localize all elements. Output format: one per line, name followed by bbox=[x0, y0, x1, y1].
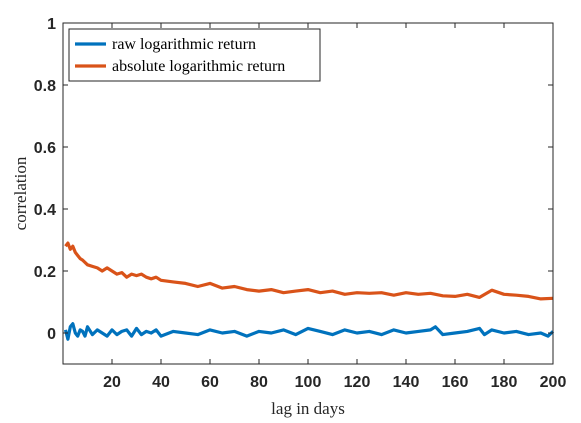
x-tick-label: 100 bbox=[295, 374, 322, 391]
y-tick-label: 0.6 bbox=[34, 140, 56, 157]
x-tick-label: 180 bbox=[491, 374, 518, 391]
series-line-1 bbox=[63, 322, 555, 341]
x-axis-label: lag in days bbox=[271, 399, 345, 418]
series-line-2 bbox=[64, 241, 554, 301]
y-tick-label: 0.2 bbox=[34, 264, 56, 281]
y-axis-label: correlation bbox=[11, 156, 30, 230]
x-tick-label: 60 bbox=[201, 374, 219, 391]
x-tick-label: 80 bbox=[250, 374, 268, 391]
legend-label-1: raw logarithmic return bbox=[112, 36, 256, 53]
y-tick-label: 0.8 bbox=[34, 78, 56, 95]
legend: raw logarithmic return absolute logarithm… bbox=[68, 28, 321, 82]
x-tick-label: 40 bbox=[152, 374, 170, 391]
x-tick-label: 200 bbox=[540, 374, 567, 391]
y-tick-label: 1 bbox=[47, 16, 56, 33]
axes-layer: 20 40 60 80 100 120 140 160 180 200 0 0.2 0.4 0.6 0.8 1 bbox=[34, 16, 567, 391]
legend-label-2: absolute logarithmic return bbox=[112, 58, 285, 75]
y-tick-label: 0.4 bbox=[34, 202, 56, 219]
x-tick-label: 20 bbox=[103, 374, 121, 391]
x-tick-label: 140 bbox=[393, 374, 420, 391]
x-tick-label: 160 bbox=[442, 374, 469, 391]
legend-box bbox=[68, 28, 321, 82]
x-tick-label: 120 bbox=[344, 374, 371, 391]
y-tick-label: 0 bbox=[47, 326, 56, 343]
series-layer bbox=[63, 241, 555, 341]
